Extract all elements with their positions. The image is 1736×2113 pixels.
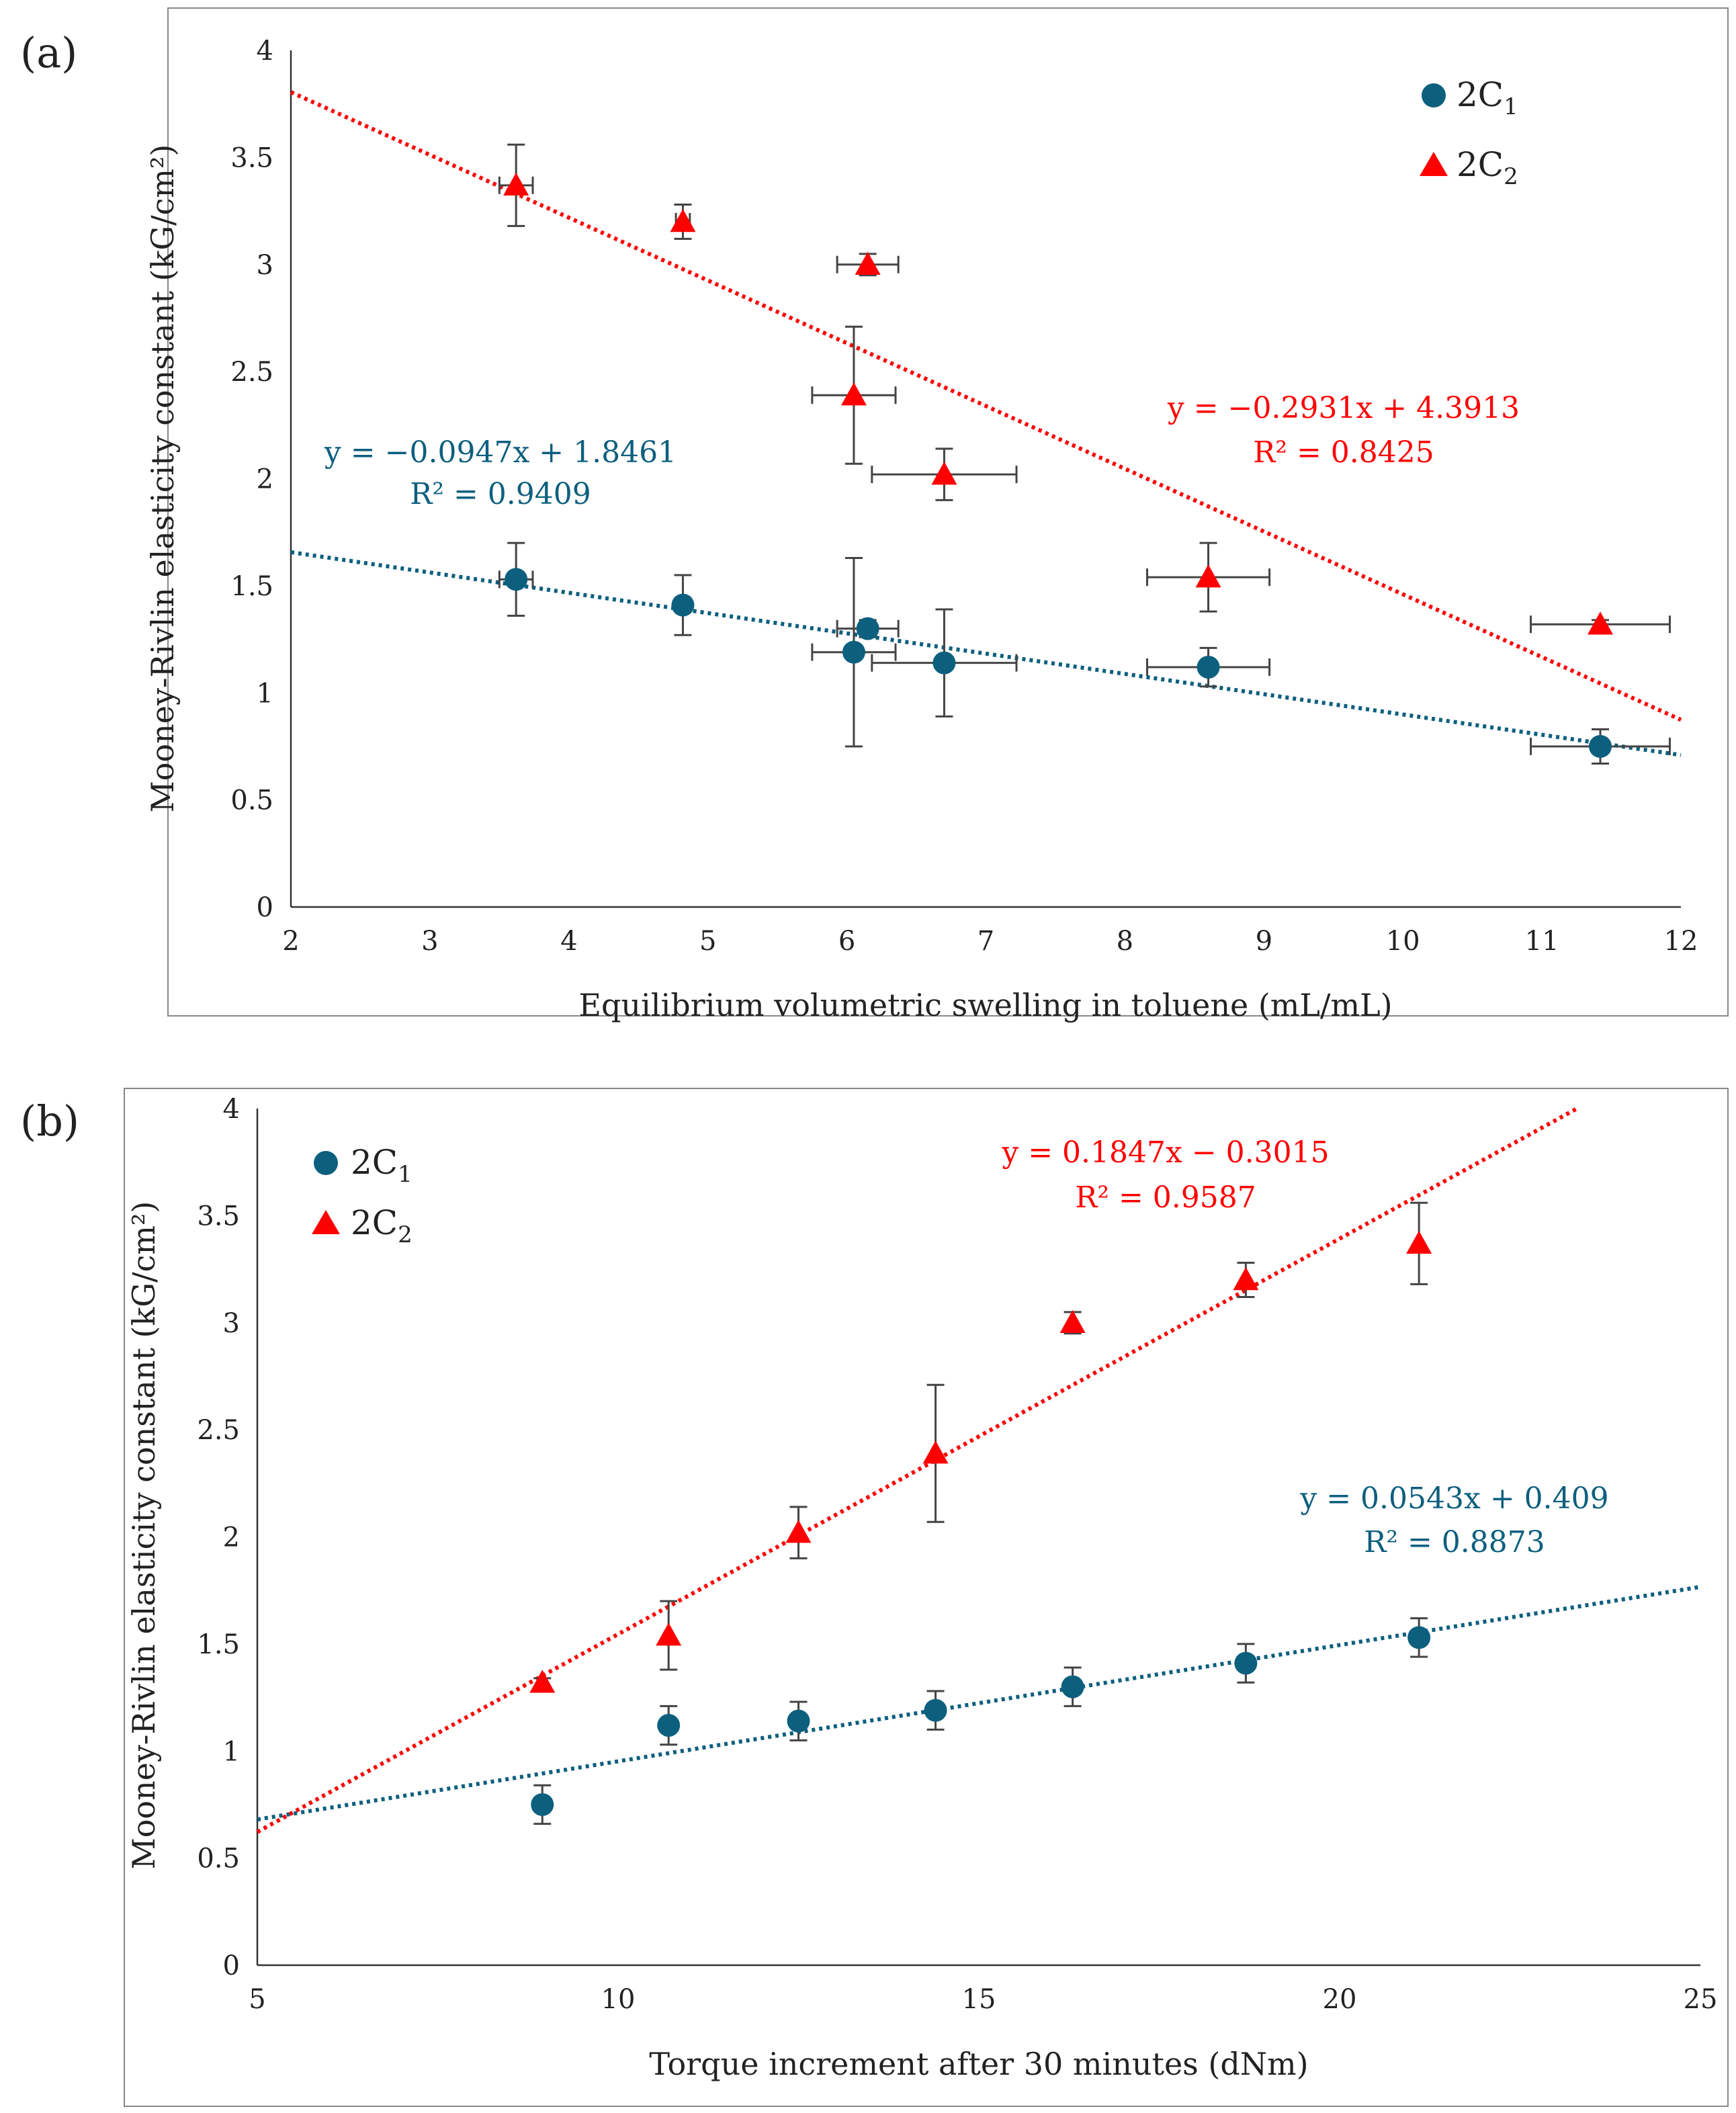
panel-a-trendline-2c2 [290, 90, 1682, 722]
panel-a-legend-label-2c1: 2C1 [1457, 75, 1518, 120]
panel-a-x-tick-label: 5 [699, 926, 716, 957]
panel-a-point-2c1 [505, 568, 528, 591]
panel-a-x-tick-label: 10 [1386, 926, 1420, 957]
panel-a-x-axis-title: Equilibrium volumetric swelling in tolue… [578, 987, 1392, 1023]
panel-b-point-2c1 [787, 1709, 810, 1733]
panel-a-x-tick-label: 7 [978, 926, 994, 957]
panel-b-legend-marker-2c1 [314, 1151, 338, 1175]
panel-b-y-tick-label: 2 [223, 1522, 240, 1553]
panel-a-point-2c2 [1195, 564, 1221, 588]
panel-a-x-tick-label: 8 [1117, 926, 1133, 957]
panel-a-point-2c2 [855, 251, 881, 275]
panel-a-x-tick-label: 4 [560, 926, 577, 957]
panel-a-x-tick-label: 9 [1256, 926, 1272, 957]
panel-b-point-2c1 [531, 1793, 554, 1816]
panel-a-point-2c2 [1587, 611, 1613, 635]
panel-b-x-tick-label: 10 [601, 1984, 636, 2015]
panel-a-y-tick-label: 4 [257, 36, 273, 67]
panel-a-trend-r2-2c2: R² = 0.8425 [1253, 435, 1434, 470]
panel-a-point-2c1 [1588, 734, 1612, 758]
panel-b-point-2c1 [657, 1714, 681, 1737]
panel-a-legend: 2C1 2C2 [1420, 75, 1518, 190]
panel-b-y-tick-label: 3 [223, 1308, 240, 1339]
panel-b-trend-r2-2c1: R² = 0.8873 [1364, 1525, 1545, 1559]
panel-a-y-tick-label: 0 [257, 892, 273, 923]
panel-a-trend-equation-2c1: y = −0.0947x + 1.8461 [324, 435, 677, 470]
panel-a-y-tick-label: 2.5 [230, 357, 273, 388]
panel-b-x-tick-label: 15 [962, 1984, 996, 2015]
panel-b-legend-marker-2c2 [312, 1210, 340, 1234]
panel-b-y-tick-label: 2.5 [197, 1415, 240, 1446]
panel-b-x-axis-title: Torque increment after 30 minutes (dNm) [649, 2046, 1308, 2082]
panel-a-y-tick-label: 3.5 [230, 142, 273, 173]
panel-a-point-2c2 [670, 209, 696, 232]
panel-a-point-2c1 [856, 617, 879, 640]
panel-a-x-tick-label: 2 [282, 926, 299, 957]
panel-a-label: (a) [20, 28, 77, 77]
panel-b-y-tick-label: 0.5 [197, 1844, 240, 1874]
panel-b-point-2c1 [1061, 1675, 1084, 1698]
panel-a-y-tick-label: 0.5 [230, 785, 273, 816]
panel-a-trendline-2c1 [290, 550, 1682, 757]
panel-a-point-2c1 [932, 651, 956, 675]
panel-b-y-tick-label: 1.5 [197, 1629, 240, 1660]
panel-b-frame [124, 1088, 1729, 2107]
panel-b-point-2c2 [656, 1623, 682, 1646]
panel-a-y-tick-label: 3 [257, 250, 273, 281]
panel-a-x-tick-label: 11 [1525, 926, 1559, 957]
panel-a-legend-marker-2c2 [1420, 152, 1448, 176]
panel-b-legend: 2C1 2C2 [312, 1143, 413, 1248]
panel-b-point-2c2 [1059, 1309, 1086, 1333]
panel-b-y-axis-title: Mooney-Rivlin elasticity constant (kG/cm… [126, 1201, 162, 1870]
panel-a-point-2c1 [1197, 656, 1220, 679]
panel-b-point-2c2 [1406, 1230, 1432, 1254]
panel-b-trend-equation-2c1: y = 0.0543x + 0.409 [1299, 1481, 1608, 1516]
panel-a-y-axis-title: Mooney-Rivlin elasticity constant (kG/cm… [144, 144, 181, 813]
panel-a-point-2c1 [671, 593, 695, 617]
panel-b-x-tick-label: 5 [249, 1984, 265, 2015]
panel-b-y-tick-label: 0 [223, 1950, 240, 1981]
panel-b-x-tick-label: 20 [1323, 1984, 1357, 2015]
panel-a-point-2c2 [931, 462, 957, 485]
panel-b-trendline-2c2 [256, 1107, 1578, 1834]
panel-a-y-tick-label: 1 [257, 678, 273, 709]
panel-b-trendline-2c1 [257, 1584, 1701, 1822]
panel-a-point-2c1 [842, 640, 865, 664]
panel-a-x-tick-label: 6 [838, 926, 855, 957]
panel-a-legend-label-2c2: 2C2 [1457, 145, 1518, 190]
panel-b: (b) 5 10 15 20 25 0 0.5 1 1.5 2 2.5 3 3.5 4 Torque i… [20, 1088, 1729, 2107]
panel-b-point-2c1 [1234, 1651, 1258, 1675]
panel-b-y-tick-label: 3.5 [197, 1201, 240, 1232]
panel-a-frame [167, 7, 1729, 1017]
panel-b-point-2c2 [1233, 1267, 1259, 1291]
panel-a-trend-r2-2c1: R² = 0.9409 [410, 477, 591, 511]
panel-a-y-tick-label: 1.5 [230, 571, 273, 602]
panel-b-point-2c1 [1407, 1626, 1431, 1649]
panel-b-label: (b) [20, 1096, 79, 1146]
panel-b-trend-equation-2c2: y = 0.1847x − 0.3015 [1001, 1135, 1329, 1170]
panel-b-point-2c2 [922, 1440, 949, 1464]
panel-b-x-tick-label: 25 [1684, 1984, 1718, 2015]
panel-a-x-tick-label: 3 [421, 926, 438, 957]
panel-b-point-2c1 [924, 1698, 947, 1722]
panel-b-legend-label-2c2: 2C2 [351, 1203, 413, 1248]
panel-a-x-tick-label: 12 [1664, 926, 1698, 957]
panel-b-point-2c2 [529, 1670, 556, 1693]
panel-a-point-2c2 [840, 382, 867, 406]
panel-b-y-tick-label: 4 [223, 1094, 240, 1125]
panel-b-trend-r2-2c2: R² = 0.9587 [1075, 1180, 1256, 1215]
panel-a-trend-equation-2c2: y = −0.2931x + 4.3913 [1167, 391, 1520, 425]
panel-b-y-tick-label: 1 [223, 1736, 240, 1767]
panel-a-point-2c2 [503, 172, 529, 196]
panel-b-point-2c2 [785, 1520, 812, 1543]
panel-b-legend-label-2c1: 2C1 [351, 1143, 413, 1188]
panel-a: (a) 2 3 4 5 6 7 8 9 10 11 12 0 0.5 1 1.5 2 2.5 3 3.5 4 Equ… [20, 7, 1729, 1023]
panel-a-legend-marker-2c1 [1422, 83, 1446, 107]
panel-a-y-tick-label: 2 [257, 464, 273, 495]
